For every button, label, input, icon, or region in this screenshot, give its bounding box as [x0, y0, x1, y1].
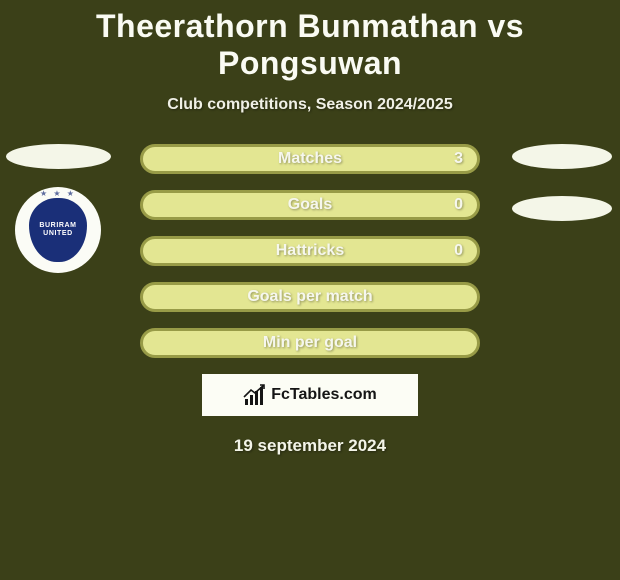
stat-bar-goals-per-match: Goals per match	[140, 282, 480, 312]
comparison-title: Theerathorn Bunmathan vs Pongsuwan	[0, 0, 620, 82]
stat-bar-matches: Matches 3	[140, 144, 480, 174]
brand-badge: FcTables.com	[202, 374, 418, 416]
stat-label: Hattricks	[276, 242, 344, 260]
right-player-column	[502, 144, 620, 221]
stat-label: Goals per match	[247, 288, 372, 306]
fctables-logo-icon	[243, 385, 265, 405]
stat-bars: Matches 3 Goals 0 Hattricks 0 Goals per …	[140, 144, 480, 358]
player-name-placeholder-left	[6, 144, 111, 169]
stat-bar-goals: Goals 0	[140, 190, 480, 220]
stat-label: Matches	[278, 150, 342, 168]
crest-stars-icon: ★ ★ ★	[40, 189, 76, 198]
stat-label: Min per goal	[263, 334, 357, 352]
comparison-subtitle: Club competitions, Season 2024/2025	[0, 96, 620, 114]
snapshot-date: 19 september 2024	[0, 436, 620, 456]
arrow-up-icon	[243, 384, 265, 398]
comparison-content: ★ ★ ★ BURIRAM UNITED Matches 3 Goals 0 H…	[0, 144, 620, 456]
stat-bar-min-per-goal: Min per goal	[140, 328, 480, 358]
team-crest-placeholder-right	[512, 196, 612, 221]
left-player-column: ★ ★ ★ BURIRAM UNITED	[0, 144, 118, 273]
brand-text: FcTables.com	[271, 386, 377, 404]
stat-value: 0	[454, 196, 463, 214]
stat-value: 0	[454, 242, 463, 260]
team-crest-left: ★ ★ ★ BURIRAM UNITED	[15, 187, 101, 273]
crest-shield-icon: ★ ★ ★ BURIRAM UNITED	[29, 198, 87, 262]
crest-text: BURIRAM UNITED	[29, 222, 87, 237]
stat-value: 3	[454, 150, 463, 168]
stat-label: Goals	[288, 196, 332, 214]
stat-bar-hattricks: Hattricks 0	[140, 236, 480, 266]
player-name-placeholder-right	[512, 144, 612, 169]
crest-team-name: BURIRAM UNITED	[29, 222, 87, 237]
